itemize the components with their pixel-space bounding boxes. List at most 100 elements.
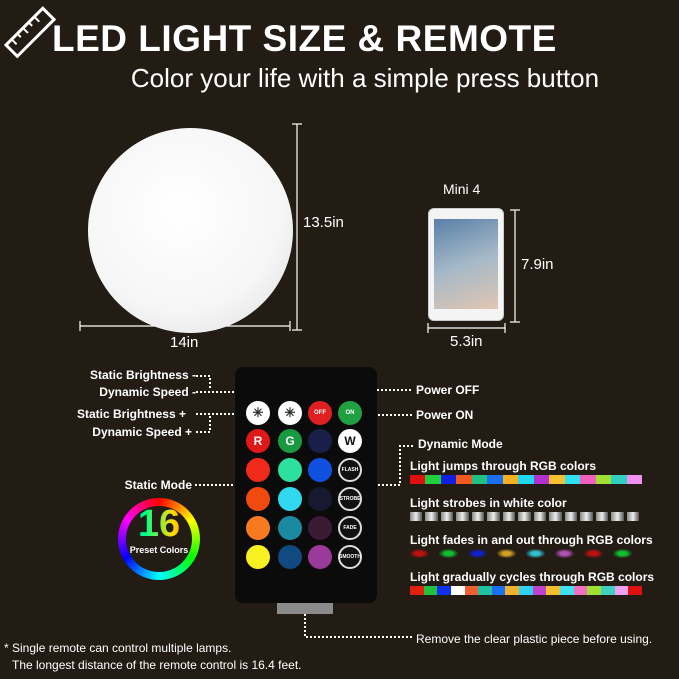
color-swatch xyxy=(491,586,506,595)
color-swatch xyxy=(437,586,451,595)
remote-button-fade[interactable]: FADE xyxy=(338,516,362,540)
color-swatch xyxy=(555,549,574,558)
remote-button-flash[interactable]: FLASH xyxy=(338,458,362,482)
color-swatch xyxy=(626,512,640,521)
remote-button-color[interactable] xyxy=(308,516,332,540)
color-swatch xyxy=(526,549,545,558)
color-swatch xyxy=(614,586,629,595)
color-swatch xyxy=(440,475,457,484)
color-swatch xyxy=(532,586,547,595)
color-swatch xyxy=(487,512,500,521)
color-swatch xyxy=(587,586,601,595)
tablet-width-label: 5.3in xyxy=(450,333,483,350)
color-swatch xyxy=(440,512,454,521)
color-swatch xyxy=(456,475,472,484)
tablet-height-label: 7.9in xyxy=(521,256,554,273)
remote-button-blue[interactable] xyxy=(308,429,332,453)
color-swatch xyxy=(464,586,479,595)
remote-button-power-on[interactable]: ON xyxy=(338,401,362,425)
color-swatch xyxy=(626,475,643,484)
label-static-brightness-plus: Static Brightness + xyxy=(76,407,186,421)
color-swatch xyxy=(580,512,593,521)
color-swatch xyxy=(611,475,627,484)
label-static-brightness-minus: Static Brightness - xyxy=(89,368,196,382)
remote-button-brightness-up[interactable]: ✳ xyxy=(246,401,270,425)
color-swatch xyxy=(478,586,492,595)
mode-description: Light gradually cycles through RGB color… xyxy=(410,570,655,584)
color-swatch xyxy=(560,586,574,595)
remote-button-color[interactable] xyxy=(278,516,302,540)
tablet-image xyxy=(428,208,504,321)
color-swatch xyxy=(410,512,423,521)
color-swatch xyxy=(410,549,429,558)
color-swatch xyxy=(584,549,603,558)
page-subtitle: Color your life with a simple press butt… xyxy=(130,63,600,93)
color-swatch xyxy=(613,549,632,558)
color-swatch xyxy=(518,512,531,521)
remote-button-green[interactable]: G xyxy=(278,429,302,453)
color-swatch xyxy=(471,475,488,484)
mode-description: Light fades in and out through RGB color… xyxy=(410,533,653,547)
color-swatch xyxy=(502,475,519,484)
color-swatch xyxy=(410,475,426,484)
remote-button-power-off[interactable]: OFF xyxy=(308,401,332,425)
remote-button-color[interactable] xyxy=(246,458,270,482)
note-multiple-lamps: * Single remote can control multiple lam… xyxy=(4,641,232,655)
color-swatch xyxy=(595,512,609,521)
color-swatch xyxy=(425,512,438,521)
color-swatch xyxy=(439,549,458,558)
tablet-name: Mini 4 xyxy=(443,181,481,197)
color-swatch xyxy=(533,512,547,521)
remote-button-color[interactable] xyxy=(246,516,270,540)
color-swatch xyxy=(410,586,424,595)
remote-button-brightness-down[interactable]: ✳ xyxy=(278,401,302,425)
remote-button-color[interactable] xyxy=(308,487,332,511)
remote-button-color[interactable] xyxy=(278,487,302,511)
color-swatch xyxy=(546,586,561,595)
color-swatch xyxy=(456,512,469,521)
color-swatch xyxy=(471,512,485,521)
ball-width-label: 14in xyxy=(170,334,199,351)
page-title: LED LIGHT SIZE & REMOTE xyxy=(52,18,557,59)
color-swatch xyxy=(564,475,581,484)
color-swatch xyxy=(497,549,516,558)
color-swatch xyxy=(611,512,624,521)
color-swatch xyxy=(505,586,520,595)
mode-color-bar xyxy=(410,549,642,558)
color-swatch xyxy=(580,475,596,484)
preset-caption: Preset Colors xyxy=(129,545,189,555)
plastic-pull-tab xyxy=(277,603,333,614)
mode-description: Light strobes in white color xyxy=(410,496,567,510)
remote-button-white[interactable]: W xyxy=(338,429,362,453)
mode-color-bar xyxy=(410,586,642,595)
label-static-mode: Static Mode xyxy=(124,478,192,492)
remote-button-color[interactable] xyxy=(278,545,302,569)
color-swatch xyxy=(425,475,441,484)
color-swatch xyxy=(502,512,516,521)
ball-height-label: 13.5in xyxy=(303,214,344,231)
color-swatch xyxy=(423,586,438,595)
label-dynamic-mode: Dynamic Mode xyxy=(418,437,503,451)
color-swatch xyxy=(487,475,503,484)
color-ring-icon xyxy=(118,498,200,580)
remote-button-color[interactable] xyxy=(278,458,302,482)
color-swatch xyxy=(600,586,615,595)
color-swatch xyxy=(564,512,578,521)
color-swatch xyxy=(595,475,612,484)
label-power-on: Power ON xyxy=(416,408,474,422)
label-dynamic-speed-plus: Dynamic Speed + xyxy=(92,425,192,439)
note-remove-plastic: Remove the clear plastic piece before us… xyxy=(416,632,653,646)
remote-button-strobe[interactable]: STROBE xyxy=(338,487,362,511)
remote-button-color[interactable] xyxy=(308,458,332,482)
remote-button-color[interactable] xyxy=(246,487,270,511)
remote-button-smooth[interactable]: SMOOTH xyxy=(338,545,362,569)
remote-button-color[interactable] xyxy=(246,545,270,569)
remote-button-red[interactable]: R xyxy=(246,429,270,453)
color-swatch xyxy=(518,475,534,484)
mode-color-bar xyxy=(410,512,642,521)
note-remote-distance: The longest distance of the remote contr… xyxy=(12,658,302,672)
remote-button-color[interactable] xyxy=(308,545,332,569)
color-swatch xyxy=(573,586,588,595)
color-swatch xyxy=(628,586,642,595)
